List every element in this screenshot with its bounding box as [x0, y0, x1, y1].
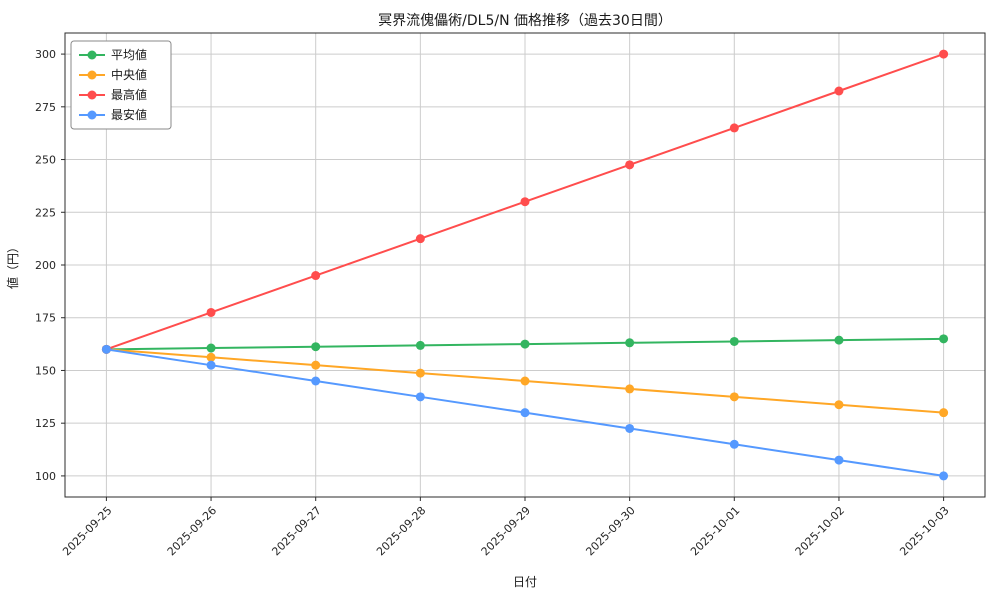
- x-tick-label: 2025-10-02: [793, 504, 847, 558]
- series-min-marker: [939, 471, 949, 481]
- series-median-marker: [415, 368, 425, 378]
- series-max-marker: [625, 160, 635, 170]
- series-max-marker: [729, 123, 739, 133]
- x-tick-label: 2025-09-26: [165, 504, 219, 558]
- legend-marker: [87, 50, 97, 60]
- legend-item-median: 中央値: [79, 67, 147, 82]
- x-tick-label: 2025-09-25: [60, 504, 114, 558]
- series-average-marker: [625, 338, 635, 348]
- series-min-marker: [625, 423, 635, 433]
- series-max-marker: [939, 49, 949, 59]
- series-median-marker: [625, 384, 635, 394]
- series-median-marker: [206, 352, 216, 362]
- series-max-marker: [834, 86, 844, 96]
- series-average-marker: [520, 339, 530, 349]
- y-tick-label: 100: [35, 470, 56, 483]
- series-min-marker: [206, 360, 216, 370]
- x-tick-label: 2025-10-01: [688, 504, 742, 558]
- legend-label: 最高値: [111, 87, 147, 102]
- series-min-marker: [834, 455, 844, 465]
- x-tick-label: 2025-09-29: [479, 504, 533, 558]
- x-axis-label: 日付: [513, 575, 537, 589]
- series-min-marker: [415, 392, 425, 402]
- series-max-marker: [311, 271, 321, 281]
- legend-box: [70, 40, 172, 130]
- series-average-marker: [311, 342, 321, 352]
- series-average-marker: [729, 336, 739, 346]
- y-tick-label: 175: [35, 312, 56, 325]
- series-min-marker: [729, 439, 739, 449]
- series-median-marker: [834, 400, 844, 410]
- y-tick-label: 225: [35, 206, 56, 219]
- legend-item-average: 平均値: [79, 47, 147, 62]
- legend-label: 平均値: [111, 47, 147, 62]
- legend-item-min: 最安値: [79, 107, 147, 122]
- y-tick-label: 250: [35, 154, 56, 167]
- y-tick-label: 275: [35, 101, 56, 114]
- series-median-marker: [729, 392, 739, 402]
- x-tick-label: 2025-09-30: [583, 504, 637, 558]
- series-average-marker: [834, 335, 844, 345]
- series-median-marker: [311, 360, 321, 370]
- x-tick-label: 2025-09-27: [269, 504, 323, 558]
- y-tick-label: 150: [35, 364, 56, 377]
- series-min-marker: [311, 376, 321, 386]
- series-max-marker: [206, 307, 216, 317]
- series-max-marker: [520, 197, 530, 207]
- x-tick-label: 2025-09-28: [374, 504, 428, 558]
- series-average-marker: [206, 343, 216, 353]
- plot-area: 100 125 150 175 200 225 250 275 300 2025-09-25 202…: [35, 32, 986, 558]
- chart-title: 冥界流傀儡術/DL5/N 価格推移（過去30日間）: [378, 13, 672, 29]
- y-tick-label: 200: [35, 259, 56, 272]
- legend-marker: [87, 90, 97, 100]
- legend-label: 最安値: [111, 107, 147, 122]
- series-average-marker: [939, 334, 949, 344]
- y-tick-label: 300: [35, 48, 56, 61]
- legend-item-max: 最高値: [79, 87, 147, 102]
- series-min-marker: [520, 408, 530, 418]
- series-median-marker: [520, 376, 530, 386]
- legend-marker: [87, 110, 97, 120]
- legend-label: 中央値: [111, 67, 147, 82]
- series-median-marker: [939, 408, 949, 418]
- legend-marker: [87, 70, 97, 80]
- x-tick-label: 2025-10-03: [897, 504, 951, 558]
- series-min-marker: [101, 344, 111, 354]
- series-average-marker: [415, 340, 425, 350]
- series-max-marker: [415, 234, 425, 244]
- y-tick-label: 125: [35, 417, 56, 430]
- y-axis-label: 値（円）: [5, 241, 20, 289]
